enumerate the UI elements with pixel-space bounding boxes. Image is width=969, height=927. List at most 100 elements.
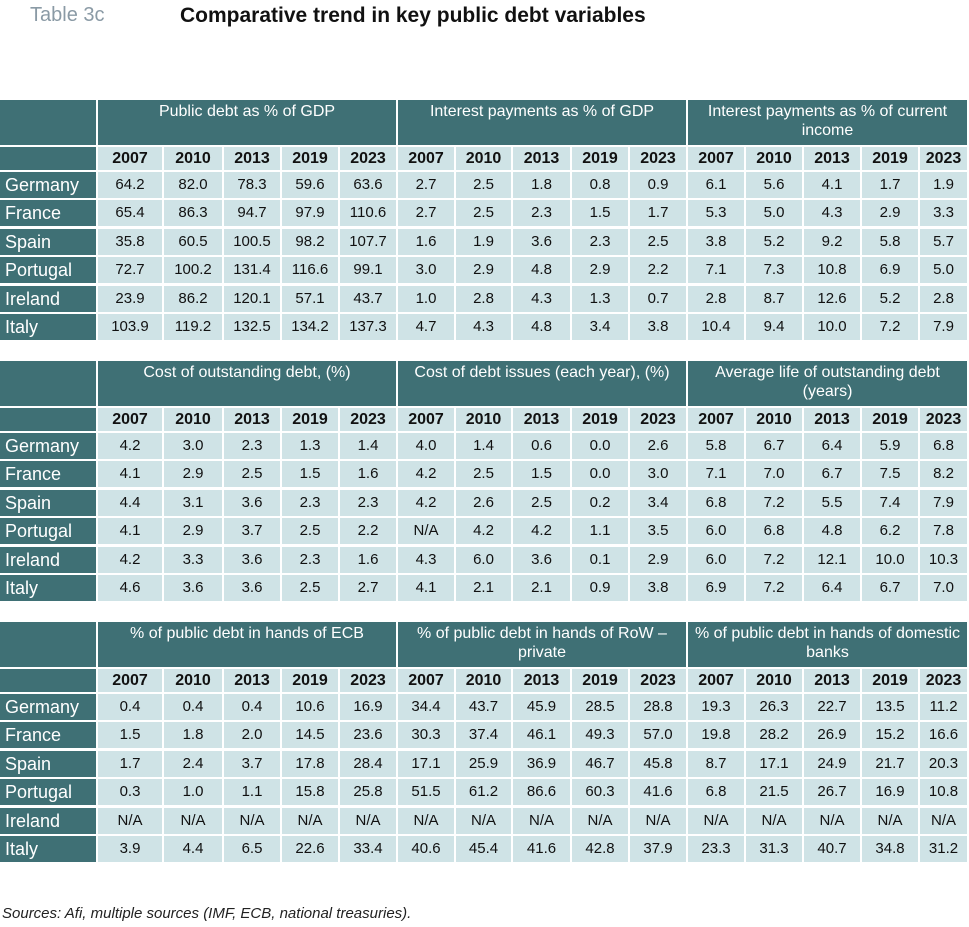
table-cell: 46.7: [572, 751, 628, 777]
year-header: 2010: [456, 408, 511, 431]
year-header: 2023: [340, 408, 396, 431]
country-label: Spain: [0, 751, 96, 777]
table-cell: 3.6: [513, 547, 570, 573]
country-label: Ireland: [0, 547, 96, 573]
year-row-corner: [0, 147, 96, 170]
group-header: % of public debt in hands of domestic ba…: [688, 622, 967, 667]
country-label: Spain: [0, 229, 96, 255]
table-cell: 5.0: [746, 200, 802, 226]
table-cell: 86.6: [513, 779, 570, 805]
year-header: 2023: [630, 147, 686, 170]
table-cell: 4.7: [398, 314, 454, 340]
country-label: Portugal: [0, 779, 96, 805]
table-cell: 5.6: [746, 172, 802, 198]
table-cell: 6.0: [688, 547, 744, 573]
table-cell: 10.0: [804, 314, 860, 340]
table-cell: 86.3: [164, 200, 222, 226]
year-header: 2010: [456, 669, 511, 692]
table-cell: 22.6: [282, 836, 338, 862]
table-cell: 5.0: [920, 257, 967, 283]
table-cell: 60.5: [164, 229, 222, 255]
table-cell: N/A: [920, 808, 967, 834]
table-cell: 131.4: [224, 257, 280, 283]
year-header: 2023: [920, 408, 967, 431]
table-cell: 6.9: [862, 257, 918, 283]
year-header: 2007: [98, 408, 162, 431]
group-header: % of public debt in hands of ECB: [98, 622, 396, 667]
table-cell: 45.4: [456, 836, 511, 862]
table-cell: 41.6: [513, 836, 570, 862]
table-cell: 1.7: [862, 172, 918, 198]
table-cell: 37.9: [630, 836, 686, 862]
table-cell: 100.5: [224, 229, 280, 255]
table-cell: 1.9: [920, 172, 967, 198]
table-cell: 5.8: [862, 229, 918, 255]
table-cell: 4.0: [398, 433, 454, 459]
table-cell: 6.0: [456, 547, 511, 573]
table-cell: 8.7: [746, 286, 802, 312]
table-cell: 1.5: [98, 722, 162, 748]
table-cell: 45.8: [630, 751, 686, 777]
table-cell: 1.6: [398, 229, 454, 255]
table-cell: 98.2: [282, 229, 338, 255]
year-header: 2023: [340, 669, 396, 692]
header-corner: [0, 622, 96, 667]
table-title: Comparative trend in key public debt var…: [180, 4, 646, 27]
year-header: 2013: [224, 408, 280, 431]
table-cell: 6.7: [746, 433, 802, 459]
table-number-label: Table 3c: [30, 4, 105, 26]
table-cell: 6.0: [688, 518, 744, 544]
table-cell: 4.8: [513, 257, 570, 283]
table-cell: 16.9: [340, 694, 396, 720]
table-cell: 97.9: [282, 200, 338, 226]
table-cell: 72.7: [98, 257, 162, 283]
table-cell: 23.6: [340, 722, 396, 748]
year-header: 2007: [688, 147, 744, 170]
table-cell: 7.0: [746, 461, 802, 487]
table-cell: 0.4: [164, 694, 222, 720]
table-cell: 103.9: [98, 314, 162, 340]
table-cell: 7.4: [862, 490, 918, 516]
table-cell: 33.4: [340, 836, 396, 862]
table-cell: 4.1: [98, 461, 162, 487]
table-cell: 7.8: [920, 518, 967, 544]
table-cell: 3.6: [224, 547, 280, 573]
table-cell: 3.3: [164, 547, 222, 573]
table-cell: 25.8: [340, 779, 396, 805]
table-cell: 20.3: [920, 751, 967, 777]
table-cell: 14.5: [282, 722, 338, 748]
table-cell: 3.5: [630, 518, 686, 544]
table-cell: 57.1: [282, 286, 338, 312]
table-cell: N/A: [282, 808, 338, 834]
table-cell: 4.1: [98, 518, 162, 544]
year-header: 2007: [398, 147, 454, 170]
table-cell: 7.5: [862, 461, 918, 487]
table-cell: 0.0: [572, 433, 628, 459]
table-cell: 10.0: [862, 547, 918, 573]
table-cell: 132.5: [224, 314, 280, 340]
table-cell: 36.9: [513, 751, 570, 777]
table-cell: 11.2: [920, 694, 967, 720]
table-cell: 2.7: [398, 172, 454, 198]
table-cell: 5.2: [746, 229, 802, 255]
table-cell: 2.1: [513, 575, 570, 601]
country-label: Italy: [0, 836, 96, 862]
table-cell: 31.2: [920, 836, 967, 862]
table-cell: 1.3: [572, 286, 628, 312]
table-cell: 4.2: [98, 433, 162, 459]
country-label: Ireland: [0, 286, 96, 312]
group-header: % of public debt in hands of RoW – priva…: [398, 622, 686, 667]
table-cell: 2.6: [630, 433, 686, 459]
table-cell: 0.0: [572, 461, 628, 487]
table-cell: N/A: [746, 808, 802, 834]
year-header: 2023: [630, 669, 686, 692]
table-cell: 0.7: [630, 286, 686, 312]
table-cell: 1.9: [456, 229, 511, 255]
year-header: 2010: [746, 408, 802, 431]
table-cell: 4.8: [513, 314, 570, 340]
country-label: Ireland: [0, 808, 96, 834]
year-header: 2023: [920, 669, 967, 692]
table-cell: 35.8: [98, 229, 162, 255]
table-cell: 7.9: [920, 314, 967, 340]
table-cell: 28.5: [572, 694, 628, 720]
